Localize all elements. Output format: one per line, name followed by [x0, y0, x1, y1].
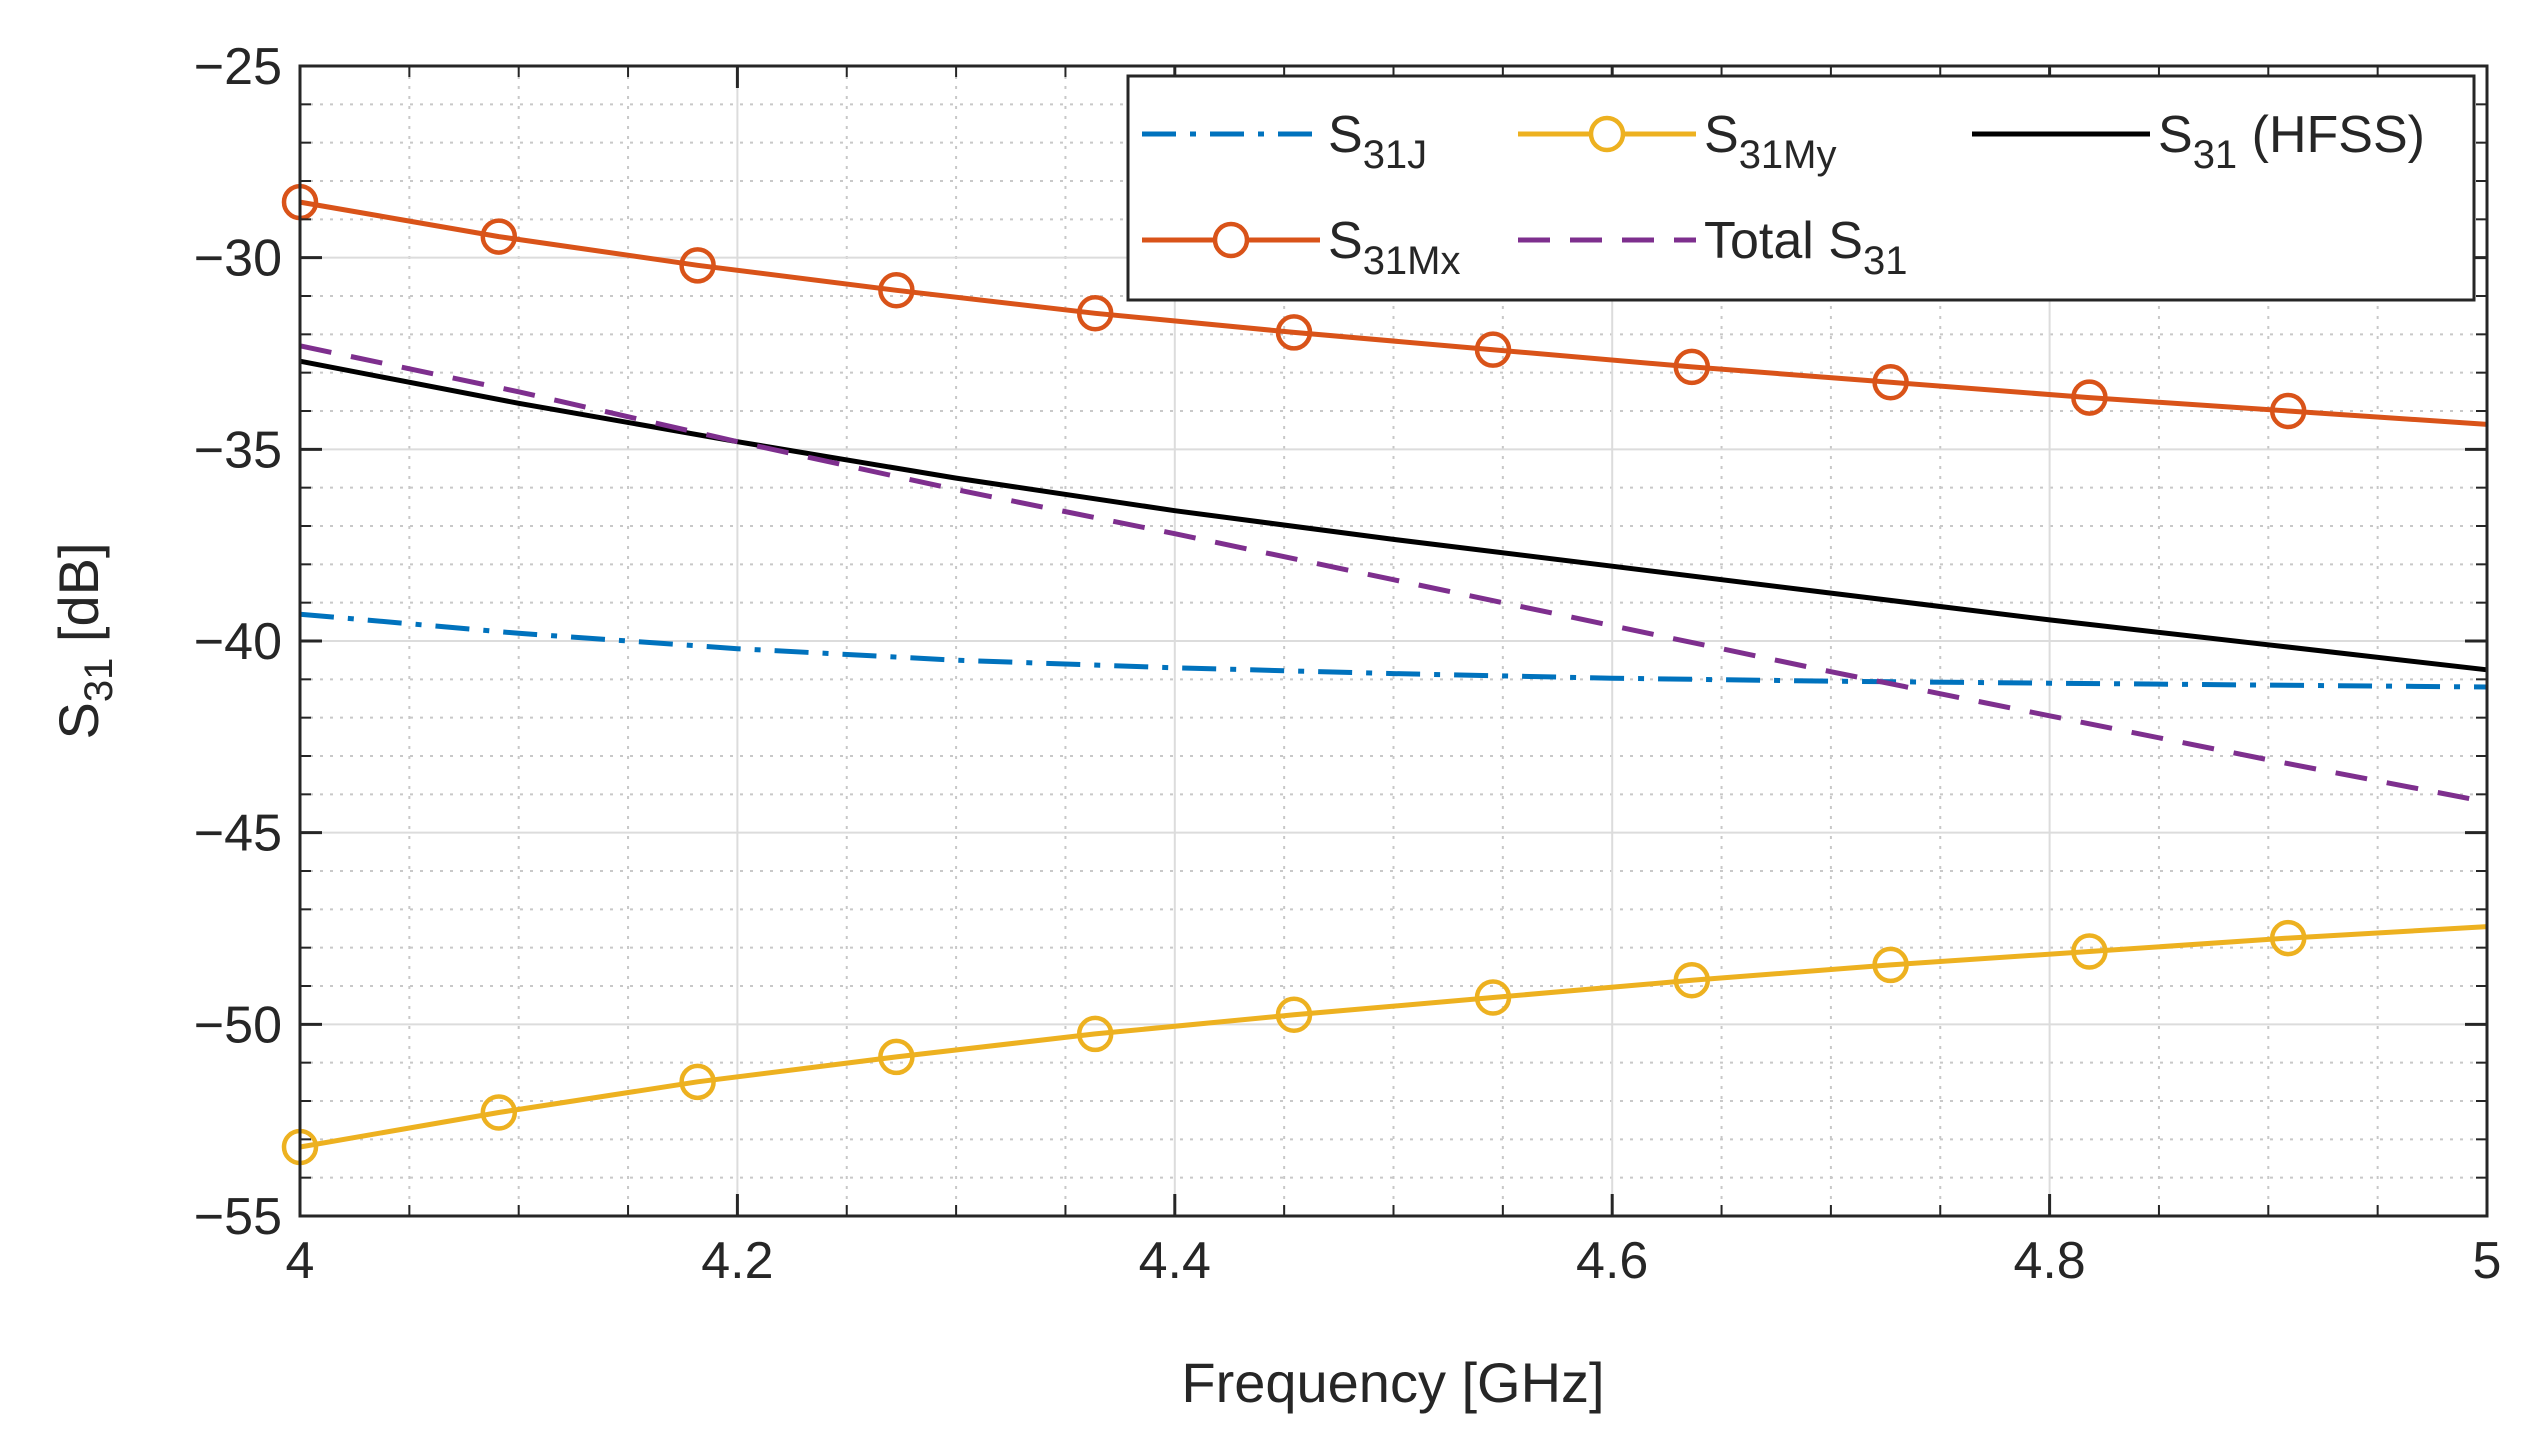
data-point-s31my — [1076, 1015, 1114, 1053]
legend-item-total-s31: Total S31 — [1518, 212, 1907, 283]
series-total-s31 — [299, 343, 2488, 805]
legend-label-s31mx: S31Mx — [1328, 212, 1461, 283]
y-tick-label: −55 — [194, 1188, 282, 1246]
y-tick-label: −45 — [194, 805, 282, 863]
data-point-s31mx — [2269, 392, 2307, 430]
x-tick-label: 4.2 — [701, 1232, 773, 1290]
legend-box — [1126, 74, 2476, 302]
y-axis-title: S31 [dB] — [47, 542, 121, 739]
data-point-s31my — [1474, 979, 1512, 1016]
y-tick-label: −35 — [194, 421, 282, 479]
legend-item-s31my: S31My — [1518, 106, 1837, 177]
data-point-s31my — [480, 1094, 518, 1131]
series-s31mx — [281, 183, 2488, 430]
data-point-s31mx — [480, 218, 518, 255]
data-point-s31mx — [1673, 348, 1711, 386]
legend-label-s31my: S31My — [1704, 106, 1837, 177]
data-point-s31my — [2269, 919, 2307, 957]
x-tick-label: 4.4 — [1139, 1232, 1211, 1290]
legend-item-s31mx: S31Mx — [1142, 212, 1461, 283]
y-tick-label: −40 — [194, 613, 282, 671]
y-tick-label: −30 — [194, 230, 282, 288]
data-point-s31my — [1275, 996, 1313, 1033]
series-s31my — [281, 919, 2488, 1166]
data-point-s31mx — [679, 247, 716, 284]
data-point-s31my — [679, 1063, 716, 1101]
data-point-s31mx — [878, 272, 915, 309]
series-s31j — [299, 611, 2488, 690]
data-point-s31my — [1673, 962, 1711, 999]
tick-labels: 4 4.2 4.4 4.6 4.8 5 −55 −50 −45 −40 −35 −30 −25 — [194, 38, 2502, 1290]
series-line-s31my — [299, 924, 2488, 1150]
series-layer — [281, 183, 2488, 1166]
data-point-s31mx — [1872, 364, 1909, 401]
legend-marker-s31mx — [1212, 221, 1250, 259]
data-point-s31mx — [1474, 331, 1512, 368]
series-line-total-s31 — [299, 343, 2488, 805]
legend-label-total-s31: Total S31 — [1704, 212, 1907, 283]
data-point-s31mx — [2071, 379, 2108, 416]
x-axis-title: Frequency [GHz] — [1181, 1351, 1604, 1414]
data-point-s31my — [878, 1038, 915, 1076]
series-line-s31mx — [299, 199, 2488, 427]
data-point-s31mx — [1275, 314, 1313, 351]
series-s31-hfss — [299, 358, 2488, 673]
x-tick-label: 4.6 — [1576, 1232, 1648, 1290]
data-point-s31my — [2071, 933, 2108, 970]
x-tick-label: 5 — [2473, 1232, 2502, 1290]
series-line-s31j — [299, 611, 2488, 690]
x-tick-label: 4 — [286, 1232, 315, 1290]
series-line-s31-hfss — [299, 358, 2488, 673]
legend-label-s31j: S31J — [1328, 106, 1427, 177]
legend: S31J S31My S31 (HFSS) S31Mx Total S31 — [1126, 74, 2476, 302]
data-point-s31mx — [1076, 295, 1114, 332]
legend-label-s31-hfss: S31 (HFSS) — [2158, 106, 2425, 177]
y-tick-label: −25 — [194, 38, 282, 96]
x-tick-label: 4.8 — [2013, 1232, 2085, 1290]
legend-item-s31j: S31J — [1142, 106, 1427, 177]
legend-item-s31-hfss: S31 (HFSS) — [1972, 106, 2425, 177]
data-point-s31my — [1872, 946, 1909, 984]
legend-marker-s31my — [1588, 115, 1626, 153]
y-tick-label: −50 — [194, 996, 282, 1054]
